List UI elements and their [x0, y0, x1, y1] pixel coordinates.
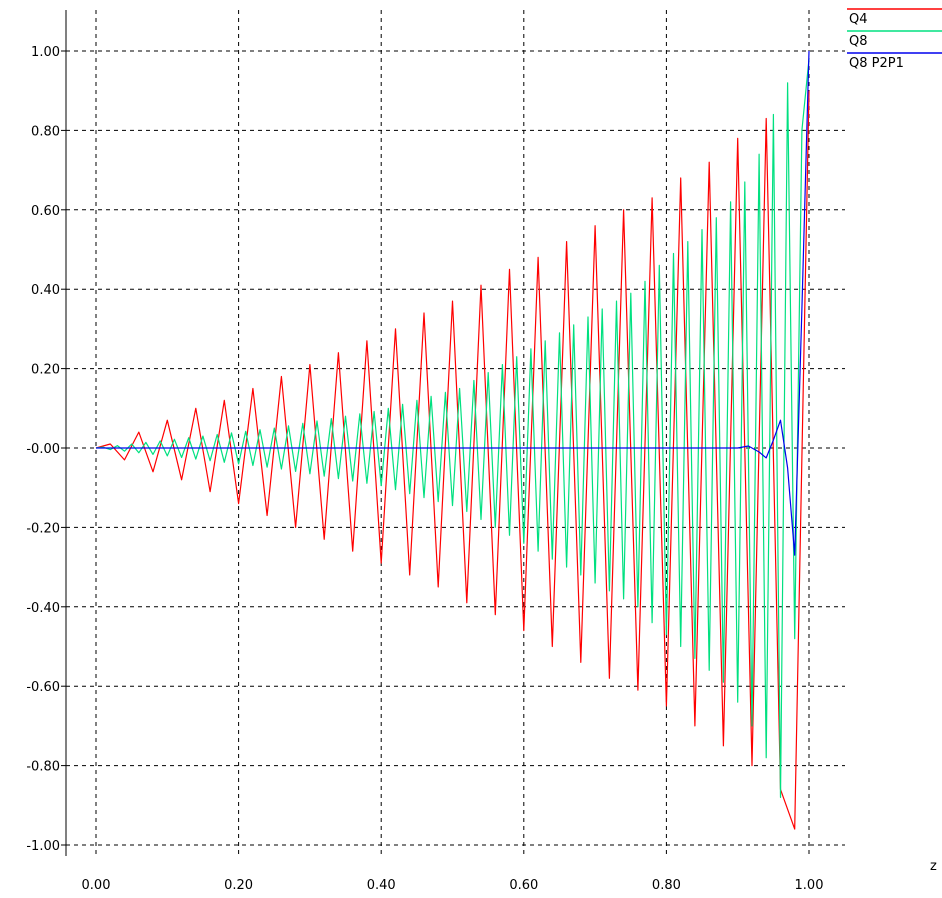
- y-tick-label: 0.40: [31, 283, 60, 298]
- y-tick-label: 1.00: [31, 45, 60, 60]
- x-axis-tick-labels: 0.00 0.20 0.40 0.60 0.80 1.00: [82, 878, 824, 893]
- x-tick-label: 1.00: [795, 878, 824, 893]
- series-line: [95, 58, 810, 799]
- legend: Q4 Q8 Q8 P2P1: [847, 8, 942, 71]
- y-axis-tick-labels: 1.00 0.80 0.60 0.40 0.20 -0.00 -0.20 -0.40 -0.60…: [26, 45, 60, 854]
- series-line: [96, 50, 810, 556]
- y-tick-label: -0.60: [26, 680, 60, 695]
- y-tick-label: 0.60: [31, 204, 60, 219]
- y-tick-label: -0.20: [26, 521, 60, 536]
- legend-label: Q8: [849, 34, 868, 49]
- y-tick-label: 0.20: [31, 363, 60, 378]
- y-tick-label: -0.40: [26, 601, 60, 616]
- x-tick-label: 0.60: [509, 878, 538, 893]
- x-axis-label: z: [930, 859, 937, 874]
- axes: [61, 10, 67, 856]
- legend-label: Q8 P2P1: [849, 56, 904, 71]
- y-tick-label: -0.80: [26, 760, 60, 775]
- y-tick-label: -0.00: [26, 442, 60, 457]
- series-line: [95, 90, 810, 830]
- x-tick-label: 0.00: [82, 878, 111, 893]
- y-tick-label: 0.80: [31, 124, 60, 139]
- x-tick-label: 0.20: [224, 878, 253, 893]
- grid-lines: [66, 10, 845, 856]
- x-tick-label: 0.40: [367, 878, 396, 893]
- legend-label: Q4: [849, 12, 868, 27]
- x-tick-label: 0.80: [652, 878, 681, 893]
- data-series: [95, 50, 810, 830]
- y-tick-label: -1.00: [26, 839, 60, 854]
